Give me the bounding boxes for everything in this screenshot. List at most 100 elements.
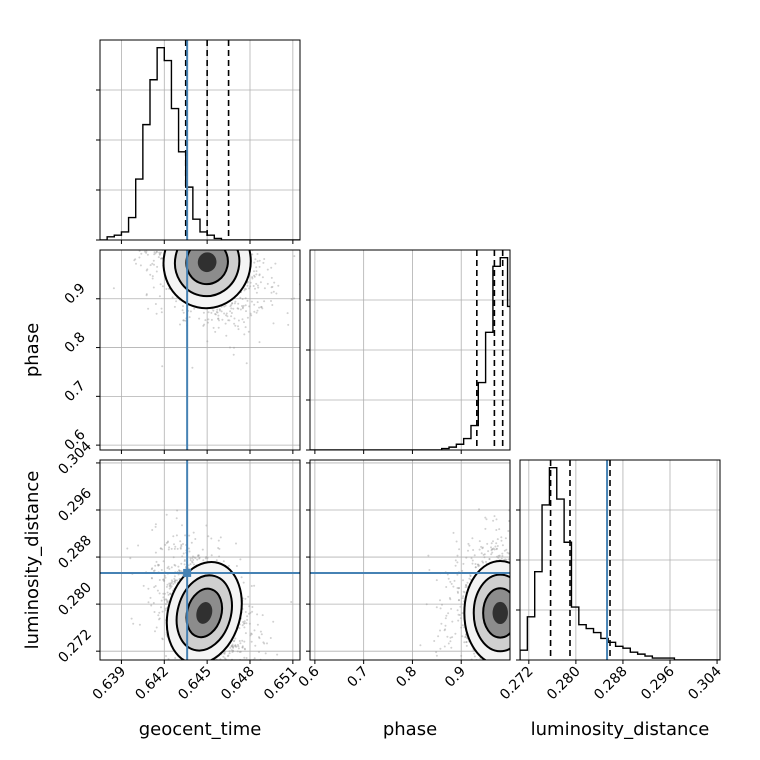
- pair-phase-vs-luminosity-distance-point: [513, 597, 515, 599]
- pair-geocent-time-vs-phase-point: [271, 285, 274, 288]
- pair-geocent-time-vs-phase-point: [243, 333, 246, 336]
- pair-geocent-time-vs-phase-point: [255, 311, 258, 314]
- pair-phase-vs-luminosity-distance-point: [485, 673, 487, 675]
- pair-geocent-time-vs-luminosity-distance-point: [248, 612, 250, 615]
- pair-geocent-time-vs-luminosity-distance-point: [250, 640, 253, 643]
- pair-geocent-time-vs-luminosity-distance-point: [165, 585, 168, 588]
- pair-phase-vs-luminosity-distance-point: [471, 562, 474, 565]
- pair-geocent-time-vs-luminosity-distance-point: [154, 551, 157, 554]
- pair-geocent-time-vs-luminosity-distance-point: [174, 579, 177, 582]
- pair-phase-vs-luminosity-distance-point: [547, 612, 549, 614]
- pair-phase-vs-luminosity-distance-point: [477, 679, 479, 681]
- pair-geocent-time-vs-luminosity-distance-point: [168, 585, 171, 588]
- pair-geocent-time-vs-phase-point: [191, 220, 193, 222]
- pair-geocent-time-vs-phase-point: [207, 218, 209, 220]
- pair-phase-vs-luminosity-distance-point: [525, 586, 527, 588]
- pair-geocent-time-vs-phase-point: [173, 305, 176, 308]
- pair-geocent-time-vs-phase-point: [237, 302, 240, 305]
- pair-geocent-time-vs-phase-point: [245, 362, 248, 365]
- pair-geocent-time-vs-phase-point: [221, 236, 223, 238]
- pair-geocent-time-vs-phase-point: [260, 306, 263, 309]
- pair-geocent-time-vs-phase-point: [205, 233, 207, 235]
- pair-phase-vs-luminosity-distance-point: [508, 673, 510, 675]
- pair-geocent-time-vs-luminosity-distance-point: [256, 665, 258, 667]
- pair-geocent-time-vs-luminosity-distance-point: [154, 585, 157, 587]
- pair-geocent-time-vs-phase-point: [189, 237, 191, 239]
- pair-geocent-time-vs-luminosity-distance-point: [218, 673, 220, 675]
- pair-geocent-time-vs-phase-point: [191, 235, 193, 237]
- pair-geocent-time-vs-phase-point: [216, 244, 218, 246]
- pair-geocent-time-vs-phase-point: [213, 245, 215, 247]
- pair-geocent-time-vs-luminosity-distance-point: [174, 564, 177, 567]
- pair-geocent-time-vs-phase-point: [155, 241, 157, 243]
- pair-phase-vs-luminosity-distance-point: [516, 615, 518, 617]
- pair-phase-vs-luminosity-distance-point: [462, 579, 464, 582]
- pair-geocent-time-vs-phase-point: [216, 221, 218, 223]
- pair-geocent-time-vs-phase-point: [249, 312, 252, 315]
- pair-phase-vs-luminosity-distance-point: [557, 595, 559, 597]
- pair-phase-vs-luminosity-distance-point: [512, 668, 514, 670]
- pair-geocent-time-vs-phase-point: [199, 243, 201, 245]
- pair-geocent-time-vs-phase-point: [137, 218, 139, 220]
- pair-phase-vs-luminosity-distance-point: [533, 553, 535, 555]
- pair-phase-vs-luminosity-distance-point: [467, 542, 470, 545]
- pair-geocent-time-vs-phase-point: [256, 253, 259, 255]
- pair-geocent-time-vs-luminosity-distance-point: [243, 622, 246, 625]
- pair-phase-vs-luminosity-distance-point: [524, 574, 526, 576]
- pair-phase-vs-luminosity-distance-point: [513, 593, 515, 595]
- pair-geocent-time-vs-luminosity-distance-point: [231, 710, 233, 712]
- pair-phase-vs-luminosity-distance-point: [435, 579, 438, 582]
- pair-phase-vs-luminosity-distance-point: [440, 622, 443, 625]
- pair-phase-vs-luminosity-distance-point: [554, 582, 556, 584]
- pair-geocent-time-vs-luminosity-distance-point: [179, 570, 181, 572]
- pair-phase-vs-luminosity-distance-point: [513, 633, 515, 635]
- pair-geocent-time-vs-luminosity-distance-point: [236, 650, 239, 653]
- axis-labels-layer: geocent_time phase luminosity_distance p…: [22, 323, 709, 740]
- pair-geocent-time-vs-phase-point: [211, 227, 213, 229]
- pair-geocent-time-vs-phase-point: [159, 283, 162, 286]
- pair-geocent-time-vs-luminosity-distance-point: [234, 661, 236, 663]
- pair-geocent-time-vs-phase-point: [135, 262, 137, 265]
- pair-geocent-time-vs-phase-point: [187, 244, 189, 246]
- pair-phase-vs-luminosity-distance-point: [512, 589, 514, 591]
- pair-geocent-time-vs-phase-point: [241, 305, 243, 307]
- pair-phase-vs-luminosity-distance-point: [493, 673, 495, 675]
- pair-phase-vs-luminosity-distance-point: [516, 637, 518, 639]
- pair-geocent-time-vs-luminosity-distance-point: [247, 595, 250, 598]
- hist-geocent-time-panel: [96, 39, 301, 244]
- pair-phase-vs-luminosity-distance-point: [490, 553, 493, 556]
- pair-phase-vs-luminosity-distance-point: [492, 519, 495, 522]
- pair-phase-vs-luminosity-distance-point: [512, 576, 514, 578]
- pair-phase-vs-luminosity-distance-point: [524, 694, 526, 696]
- pair-geocent-time-vs-phase-point: [241, 233, 243, 235]
- pair-phase-vs-luminosity-distance-point: [494, 545, 497, 548]
- pair-phase-vs-luminosity-distance-point: [461, 612, 464, 615]
- pair-geocent-time-vs-phase-point: [208, 232, 210, 234]
- pair-geocent-time-vs-luminosity-distance-point: [162, 592, 165, 595]
- pair-geocent-time-vs-phase-point: [175, 233, 177, 235]
- pair-geocent-time-vs-luminosity-distance-point: [180, 562, 183, 565]
- pair-phase-vs-luminosity-distance-point: [525, 551, 527, 553]
- pair-phase-vs-luminosity-distance-point: [542, 584, 544, 586]
- pair-geocent-time-vs-phase-point: [239, 242, 241, 244]
- pair-phase-vs-luminosity-distance-point: [524, 635, 526, 637]
- pair-geocent-time-vs-phase-point: [213, 194, 215, 196]
- pair-phase-vs-luminosity-distance-point: [532, 619, 534, 621]
- pair-phase-vs-luminosity-distance-point: [518, 540, 520, 542]
- pair-geocent-time-vs-phase-point: [286, 312, 289, 315]
- pair-geocent-time-vs-luminosity-distance-point: [257, 664, 259, 666]
- pair-geocent-time-vs-phase-point: [246, 248, 248, 250]
- pair-geocent-time-vs-luminosity-distance-point: [231, 643, 234, 646]
- pair-phase-vs-luminosity-distance-point: [522, 656, 524, 658]
- pair-geocent-time-vs-luminosity-distance-point: [149, 596, 152, 599]
- pair-phase-vs-luminosity-distance-point: [450, 607, 453, 610]
- pair-geocent-time-vs-phase-point: [174, 211, 176, 213]
- pair-geocent-time-vs-phase-point: [238, 247, 240, 249]
- pair-geocent-time-vs-luminosity-distance-point: [224, 666, 226, 668]
- pair-phase-vs-luminosity-distance-point: [499, 668, 501, 670]
- pair-phase-vs-luminosity-distance-point: [443, 629, 446, 632]
- pair-geocent-time-vs-luminosity-distance-point: [235, 565, 238, 567]
- pair-geocent-time-vs-luminosity-distance-point: [231, 651, 234, 653]
- pair-phase-vs-luminosity-distance-point: [514, 629, 516, 631]
- pair-phase-vs-luminosity-distance-point: [477, 563, 480, 566]
